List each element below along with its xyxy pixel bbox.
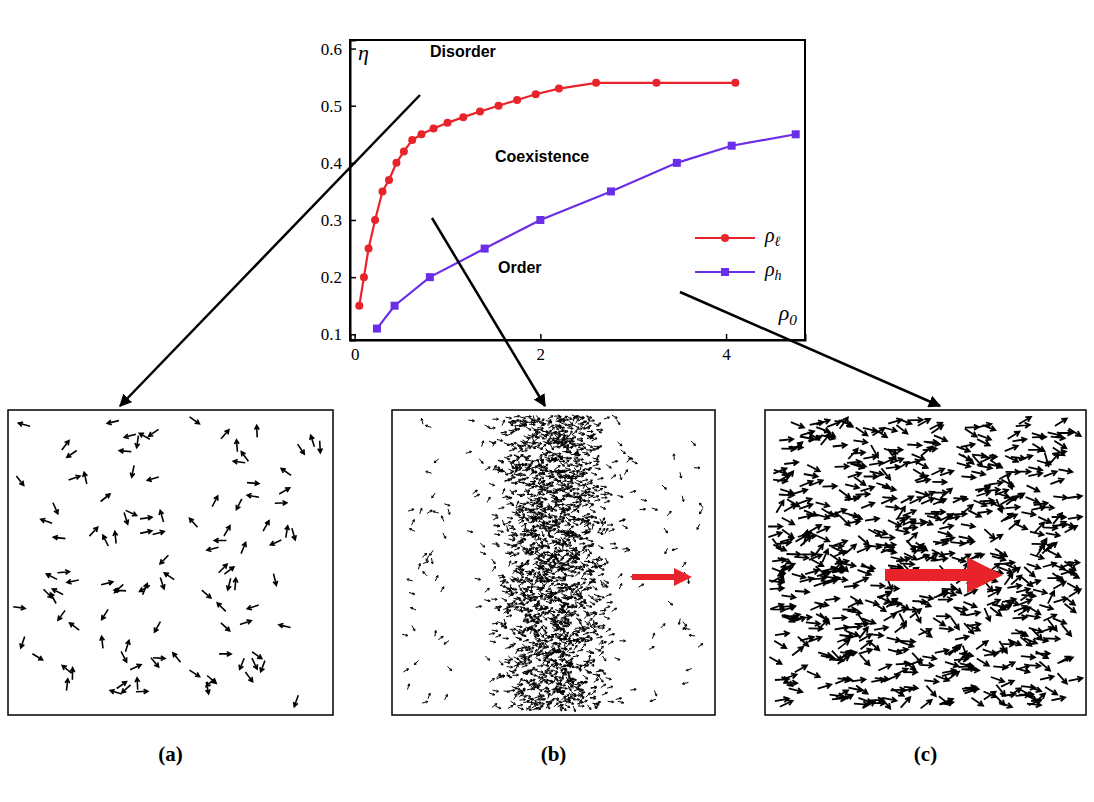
direction-arrow [632, 568, 692, 586]
data-point [355, 302, 363, 310]
text-part: ρ [764, 258, 775, 281]
legend-marker [721, 268, 729, 276]
y-axis-line [351, 41, 357, 341]
data-point [476, 107, 484, 115]
data-point [391, 302, 399, 310]
data-point [365, 245, 373, 253]
x-tick: 2 [537, 334, 546, 364]
x-tick-label: 4 [722, 345, 731, 364]
legend-label: ρh [764, 258, 782, 283]
y-tick-label: 0.2 [321, 268, 342, 287]
data-point [592, 79, 600, 87]
y-tick-mark [350, 334, 356, 336]
data-point [385, 176, 393, 184]
region-label: Disorder [430, 43, 496, 60]
y-tick-label: 0.3 [321, 211, 342, 230]
x-axis-title: ρ0 [778, 300, 798, 328]
legend: ρℓρh [695, 224, 782, 283]
y-tick: 0.5 [321, 97, 356, 116]
data-point [371, 216, 379, 224]
data-point [532, 90, 540, 98]
pointer-arrow [432, 218, 545, 406]
snapshot-frame [8, 410, 333, 715]
x-tick-mark [726, 334, 728, 340]
panel-label: (b) [541, 742, 567, 766]
x-axis: 0 2 4 [351, 334, 806, 364]
data-point [426, 273, 434, 281]
y-tick-mark [350, 220, 356, 222]
snapshot-frame [765, 410, 1086, 715]
text-subscript: 0 [789, 311, 797, 328]
legend-label: ρℓ [764, 224, 781, 249]
text-part: ρ [778, 300, 790, 325]
chart-root: 0 2 4 0.1 0.2 0.3 0.4 0.5 0.6 Disorder Coexistence… [0, 0, 1094, 802]
x-tick-label: 0 [351, 345, 360, 364]
data-point [536, 216, 544, 224]
y-tick: 0.3 [321, 211, 356, 230]
y-tick-mark [350, 105, 356, 107]
text-part: ρ [764, 224, 775, 247]
data-point [731, 79, 739, 87]
data-point [555, 85, 563, 93]
data-point [392, 159, 400, 167]
y-tick-label: 0.5 [321, 97, 342, 116]
pointer-arrow [680, 292, 940, 406]
data-point [418, 130, 426, 138]
y-tick-mark [350, 48, 356, 50]
series-line [359, 83, 735, 306]
data-point [652, 79, 660, 87]
y-tick-label: 0.6 [321, 40, 342, 59]
data-point [408, 136, 416, 144]
text-subscript: ℓ [775, 234, 781, 249]
plot-frame [350, 40, 805, 340]
particles [402, 415, 703, 712]
y-tick-label: 0.4 [321, 154, 343, 173]
panel-label: (a) [158, 742, 183, 766]
snapshot-frame [392, 410, 715, 715]
data-point [728, 142, 736, 150]
y-tick: 0.1 [321, 325, 356, 344]
data-point [444, 119, 452, 127]
panel-label: (c) [914, 742, 937, 766]
data-point [792, 130, 800, 138]
region-label: Coexistence [495, 148, 589, 165]
data-point [430, 125, 438, 133]
data-point [481, 245, 489, 253]
data-point [360, 273, 368, 281]
data-point [400, 147, 408, 155]
pointer-arrow [120, 95, 420, 406]
legend-marker [721, 234, 729, 242]
x-tick-label: 2 [537, 345, 546, 364]
direction-arrow [885, 557, 1003, 593]
data-point [607, 187, 615, 195]
y-tick: 0.2 [321, 268, 356, 287]
x-tick: 4 [722, 334, 731, 364]
plot-data [355, 79, 799, 333]
y-tick-mark [350, 277, 356, 279]
data-point [673, 159, 681, 167]
particles [768, 417, 1082, 709]
x-axis-line [351, 334, 806, 341]
data-point [459, 113, 467, 121]
y-tick: 0.4 [321, 154, 356, 173]
data-point [373, 325, 381, 333]
data-point [495, 102, 503, 110]
text-subscript: h [775, 268, 782, 283]
y-axis-title: η [358, 40, 369, 65]
particles [13, 417, 322, 707]
figure: 0 2 4 0.1 0.2 0.3 0.4 0.5 0.6 Disorder Coexistence… [0, 0, 1094, 802]
data-point [379, 187, 387, 195]
region-label: Order [498, 259, 542, 276]
x-tick-mark [540, 334, 542, 340]
data-point [513, 96, 521, 104]
y-tick-label: 0.1 [321, 325, 342, 344]
y-tick: 0.6 [321, 40, 356, 59]
text-part: η [358, 40, 369, 65]
x-tick: 0 [351, 334, 360, 364]
